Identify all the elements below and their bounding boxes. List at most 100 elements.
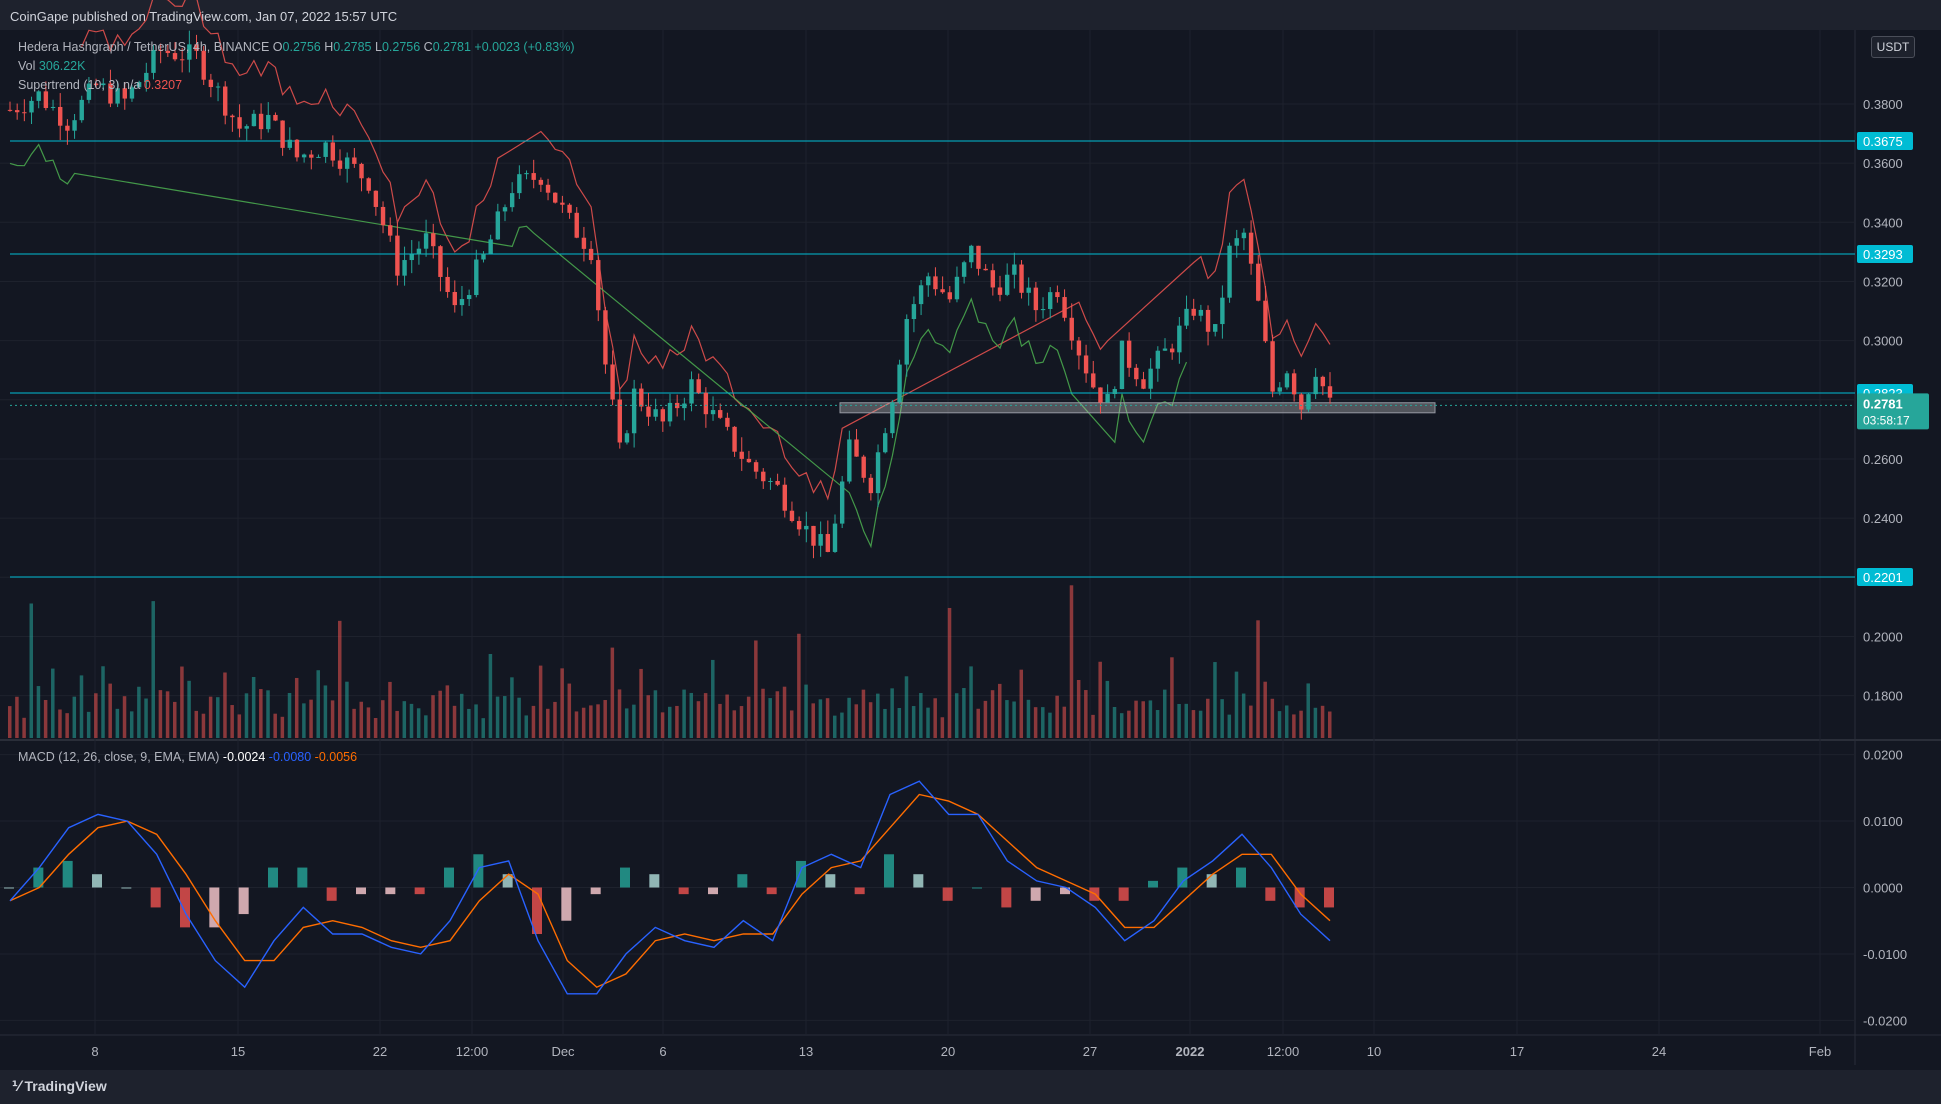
- candle-body: [266, 114, 271, 130]
- currency-button[interactable]: USDT: [1871, 36, 1915, 58]
- macd-legend-hist: -0.0024: [223, 750, 269, 764]
- candle-body: [940, 289, 945, 293]
- candle-body: [1241, 232, 1247, 239]
- candle-body: [545, 184, 551, 193]
- candle-body: [316, 156, 321, 158]
- candle-body: [402, 260, 407, 276]
- volume-bar: [1062, 706, 1067, 738]
- volume-bar: [208, 696, 213, 738]
- candle-body: [1004, 274, 1010, 295]
- macd-signal-line: [9, 793, 1331, 989]
- macd-histogram-bar: [1030, 887, 1041, 901]
- candle-body: [359, 163, 364, 179]
- candle-body: [983, 268, 988, 271]
- volume-bar: [237, 714, 242, 738]
- candle-body: [273, 114, 278, 121]
- candle-body: [431, 233, 436, 247]
- volume-bar: [818, 699, 823, 738]
- macd-histogram-bar: [825, 874, 836, 888]
- candle-body: [1026, 287, 1031, 293]
- macd-histogram-bar: [414, 887, 425, 895]
- macd-histogram-bar: [1294, 887, 1305, 908]
- price-tick-label: 0.1800: [1863, 689, 1903, 704]
- candle-body: [1098, 387, 1103, 403]
- candle-body: [14, 110, 20, 113]
- volume-bar: [1277, 711, 1282, 738]
- volume-bar: [43, 699, 48, 738]
- volume-bar: [316, 670, 320, 738]
- macd-histogram-bar: [737, 874, 748, 888]
- candle-body: [344, 157, 350, 169]
- candle-body: [1284, 373, 1290, 388]
- candle-body: [553, 192, 558, 203]
- price-tick-label: 0.3600: [1863, 156, 1903, 171]
- candle-body: [890, 402, 895, 434]
- macd-histogram-bar: [268, 867, 278, 888]
- candle-body: [373, 190, 379, 207]
- macd-histogram-bar: [1236, 867, 1246, 888]
- volume-bar: [998, 683, 1002, 738]
- candle-body: [251, 113, 257, 127]
- footer-bar: [0, 1070, 1941, 1104]
- candle-body: [1177, 325, 1182, 353]
- macd-histogram-bar: [1060, 887, 1070, 895]
- macd-histogram-bar: [356, 887, 366, 895]
- candle-body: [1299, 394, 1304, 410]
- volume-bar: [603, 700, 607, 738]
- candle-body: [1320, 376, 1326, 387]
- volume-bar: [1284, 705, 1289, 738]
- volume-bar: [1055, 695, 1059, 738]
- candle-body: [129, 87, 135, 99]
- candle-body: [50, 106, 56, 109]
- candle-body: [531, 173, 536, 180]
- volume-bar: [1213, 662, 1217, 738]
- candle-body: [696, 379, 701, 393]
- candle-body: [1327, 386, 1333, 398]
- candle-body: [739, 451, 744, 459]
- candle-body: [1148, 368, 1153, 389]
- candle-body: [847, 439, 852, 482]
- candle-body: [1270, 341, 1275, 392]
- candle-body: [574, 212, 579, 238]
- candle-body: [883, 433, 888, 453]
- candle-body: [1083, 355, 1089, 374]
- macd-tick-label: 0.0100: [1863, 814, 1903, 829]
- volume-bar: [983, 700, 988, 738]
- volume-bar: [445, 685, 450, 738]
- candle-body: [136, 82, 142, 88]
- volume-bar: [8, 706, 12, 738]
- candle-body: [380, 206, 386, 226]
- volume-bar: [424, 715, 428, 738]
- candle-body: [1234, 238, 1239, 246]
- candle-body: [753, 462, 759, 472]
- volume-bar: [280, 716, 285, 738]
- tradingview-logo[interactable]: ⅟ TradingView: [12, 1078, 107, 1095]
- price-tick-label: 0.2400: [1863, 511, 1903, 526]
- volume-bar: [65, 713, 69, 738]
- volume-bar: [739, 706, 744, 738]
- volume-bar: [409, 703, 414, 738]
- volume-bar: [768, 698, 772, 738]
- volume-bar: [854, 704, 859, 738]
- candle-body: [36, 91, 41, 101]
- candle-body: [93, 83, 99, 86]
- volume-bar: [287, 693, 292, 738]
- candle-body: [911, 304, 917, 320]
- macd-histogram-bar: [150, 887, 161, 908]
- volume-bar: [309, 699, 313, 738]
- volume-bar: [266, 690, 270, 738]
- volume-bar: [495, 696, 500, 738]
- volume-bar: [1098, 661, 1102, 738]
- candle-body: [1220, 297, 1225, 325]
- macd-histogram-bar: [972, 887, 982, 889]
- candle-body: [746, 458, 752, 463]
- date-tick-label: 6: [659, 1044, 666, 1059]
- volume-bar: [804, 684, 808, 738]
- candle-body: [775, 480, 780, 485]
- candle-body: [796, 520, 802, 530]
- candle-body: [495, 211, 501, 240]
- volume-bar: [868, 702, 873, 738]
- candle-body: [337, 160, 343, 169]
- volume-bar: [459, 693, 464, 738]
